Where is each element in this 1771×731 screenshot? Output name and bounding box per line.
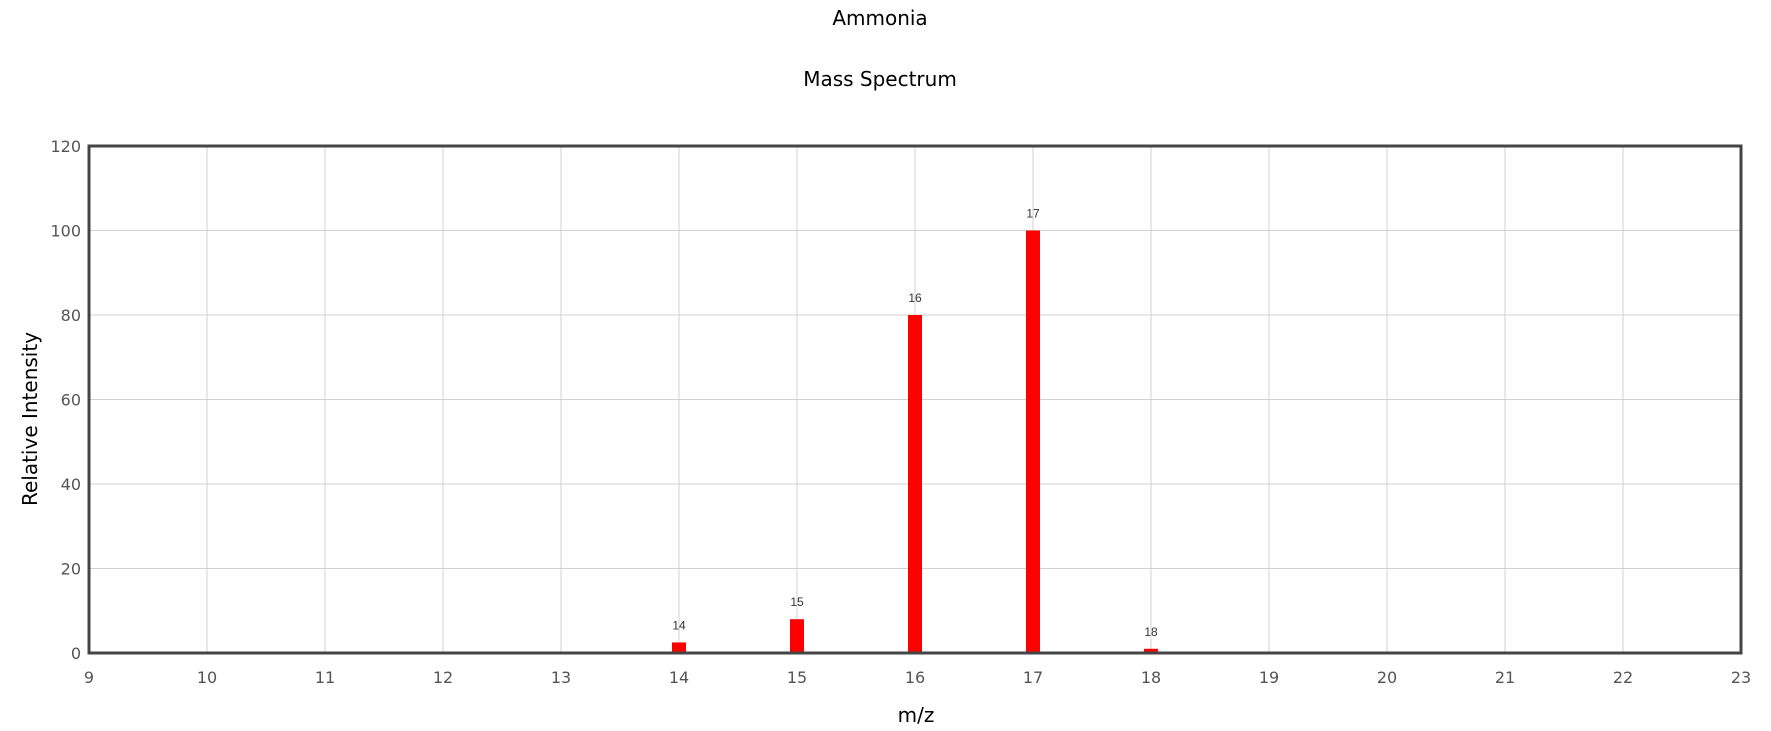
x-tick-label: 9 — [84, 668, 94, 687]
x-tick-label: 13 — [551, 668, 571, 687]
y-tick-label: 80 — [61, 306, 81, 325]
x-tick-label: 14 — [669, 668, 689, 687]
x-tick-label: 11 — [315, 668, 335, 687]
data-label-mz-17: 17 — [1026, 207, 1040, 221]
chart-subtitle: Mass Spectrum — [803, 67, 957, 91]
y-axis-ticks: 0 20 40 60 80 100 120 — [50, 137, 81, 663]
data-label-mz-18: 18 — [1144, 625, 1158, 639]
y-tick-label: 60 — [61, 391, 81, 410]
bars — [672, 230, 1158, 653]
y-tick-label: 100 — [50, 222, 81, 241]
chart-title: Ammonia — [832, 6, 927, 30]
bar-mz-16 — [908, 315, 922, 653]
y-axis-label: Relative Intensity — [18, 332, 42, 506]
x-tick-label: 23 — [1731, 668, 1751, 687]
y-tick-label: 0 — [71, 644, 81, 663]
data-label-mz-14: 14 — [672, 618, 686, 632]
x-tick-label: 19 — [1259, 668, 1279, 687]
x-tick-label: 17 — [1023, 668, 1043, 687]
y-tick-label: 120 — [50, 137, 81, 156]
x-tick-label: 15 — [787, 668, 807, 687]
bar-mz-17 — [1026, 230, 1040, 653]
x-tick-label: 12 — [433, 668, 453, 687]
bar-mz-18 — [1144, 648, 1158, 653]
x-tick-label: 22 — [1613, 668, 1633, 687]
x-tick-label: 21 — [1495, 668, 1515, 687]
y-tick-label: 20 — [61, 560, 81, 579]
x-tick-label: 20 — [1377, 668, 1397, 687]
data-label-mz-16: 16 — [908, 291, 922, 305]
data-label-mz-15: 15 — [790, 595, 804, 609]
x-tick-label: 18 — [1141, 668, 1161, 687]
y-tick-label: 40 — [61, 475, 81, 494]
data-labels: 14 15 16 17 18 — [672, 207, 1158, 639]
bar-mz-14 — [672, 642, 686, 653]
bar-mz-15 — [790, 619, 804, 653]
plot-area-frame — [87, 144, 1743, 655]
x-tick-label: 10 — [197, 668, 217, 687]
x-tick-label: 16 — [905, 668, 925, 687]
x-axis-label: m/z — [898, 703, 935, 727]
x-axis-ticks: 9 10 11 12 13 14 15 16 17 18 19 20 21 22 23 — [84, 668, 1751, 687]
